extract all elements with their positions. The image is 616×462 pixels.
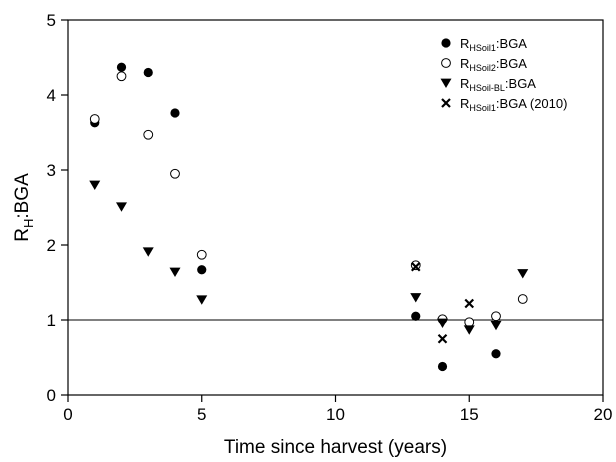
legend-label-rest: :BGA [496, 56, 527, 71]
data-point [116, 202, 127, 211]
x-tick-label: 15 [460, 405, 479, 424]
data-point [517, 269, 528, 278]
y-axis-title-main: R [12, 228, 33, 242]
legend-label-main: R [460, 36, 469, 51]
legend-label-subscript: HSoil-BL [469, 83, 505, 93]
data-point [170, 108, 179, 117]
x-tick-label: 10 [326, 405, 345, 424]
data-point [465, 318, 474, 327]
data-point [197, 265, 206, 274]
data-point [89, 181, 100, 190]
data-point [171, 169, 180, 178]
x-tick-label: 5 [197, 405, 206, 424]
data-point [437, 319, 448, 328]
data-point [491, 321, 502, 330]
y-tick-label: 1 [47, 311, 56, 330]
legend-marker [442, 99, 450, 107]
data-point [439, 335, 447, 343]
data-point [144, 130, 153, 139]
legend-marker [441, 38, 450, 47]
data-point [410, 293, 421, 302]
axes: 0 5 10 15 20 0 1 2 3 4 5 [47, 11, 613, 424]
x-axis-title: Time since harvest (years) [224, 437, 447, 458]
y-axis-title-subscript: H [21, 219, 36, 228]
legend-label: RHSoil-BL:BGA [460, 76, 536, 93]
data-point [196, 295, 207, 304]
series-filled-circle [90, 63, 500, 371]
legend-label: RHSoil1:BGA (2010) [460, 96, 567, 113]
data-point [491, 349, 500, 358]
data-point [492, 312, 501, 321]
y-axis-title: RH:BGA [12, 173, 36, 242]
data-point [464, 325, 475, 334]
data-point [117, 72, 126, 81]
data-point [438, 362, 447, 371]
data-point [465, 300, 473, 308]
legend-label-rest: :BGA [496, 36, 527, 51]
legend-label: RHSoil1:BGA [460, 36, 527, 53]
y-tick-label: 5 [47, 11, 56, 30]
legend-label-rest: :BGA [505, 76, 536, 91]
data-point [411, 312, 420, 321]
y-tick-label: 4 [47, 86, 56, 105]
legend-marker [441, 79, 452, 88]
data-point [90, 115, 99, 124]
legend-label-subscript: HSoil1 [469, 43, 496, 53]
data-point [144, 68, 153, 77]
series-triangle-down [89, 181, 528, 335]
legend-label-subscript: HSoil1 [469, 103, 496, 113]
legend-label: RHSoil2:BGA [460, 56, 527, 73]
legend-label-subscript: HSoil2 [469, 63, 496, 73]
legend-marker [442, 59, 451, 68]
y-tick-label: 0 [47, 386, 56, 405]
data-point [170, 268, 181, 277]
legend-label-main: R [460, 56, 469, 71]
x-tick-label: 0 [63, 405, 72, 424]
series-x [412, 263, 474, 343]
legend-label-rest: :BGA (2010) [496, 96, 568, 111]
legend-item: RHSoil-BL:BGA [441, 76, 537, 93]
legend-label-main: R [460, 96, 469, 111]
data-point [197, 250, 206, 259]
y-tick-label: 2 [47, 236, 56, 255]
x-tick-label: 20 [594, 405, 613, 424]
y-axis-title-rest: :BGA [12, 173, 33, 219]
legend-label-main: R [460, 76, 469, 91]
legend-item: RHSoil1:BGA (2010) [442, 96, 567, 113]
data-point [117, 63, 126, 72]
data-point [143, 247, 154, 256]
y-tick-label: 3 [47, 161, 56, 180]
legend: RHSoil1:BGARHSoil2:BGARHSoil-BL:BGARHSoi… [441, 36, 568, 113]
legend-item: RHSoil1:BGA [441, 36, 527, 53]
data-point [518, 295, 527, 304]
legend-item: RHSoil2:BGA [442, 56, 528, 73]
